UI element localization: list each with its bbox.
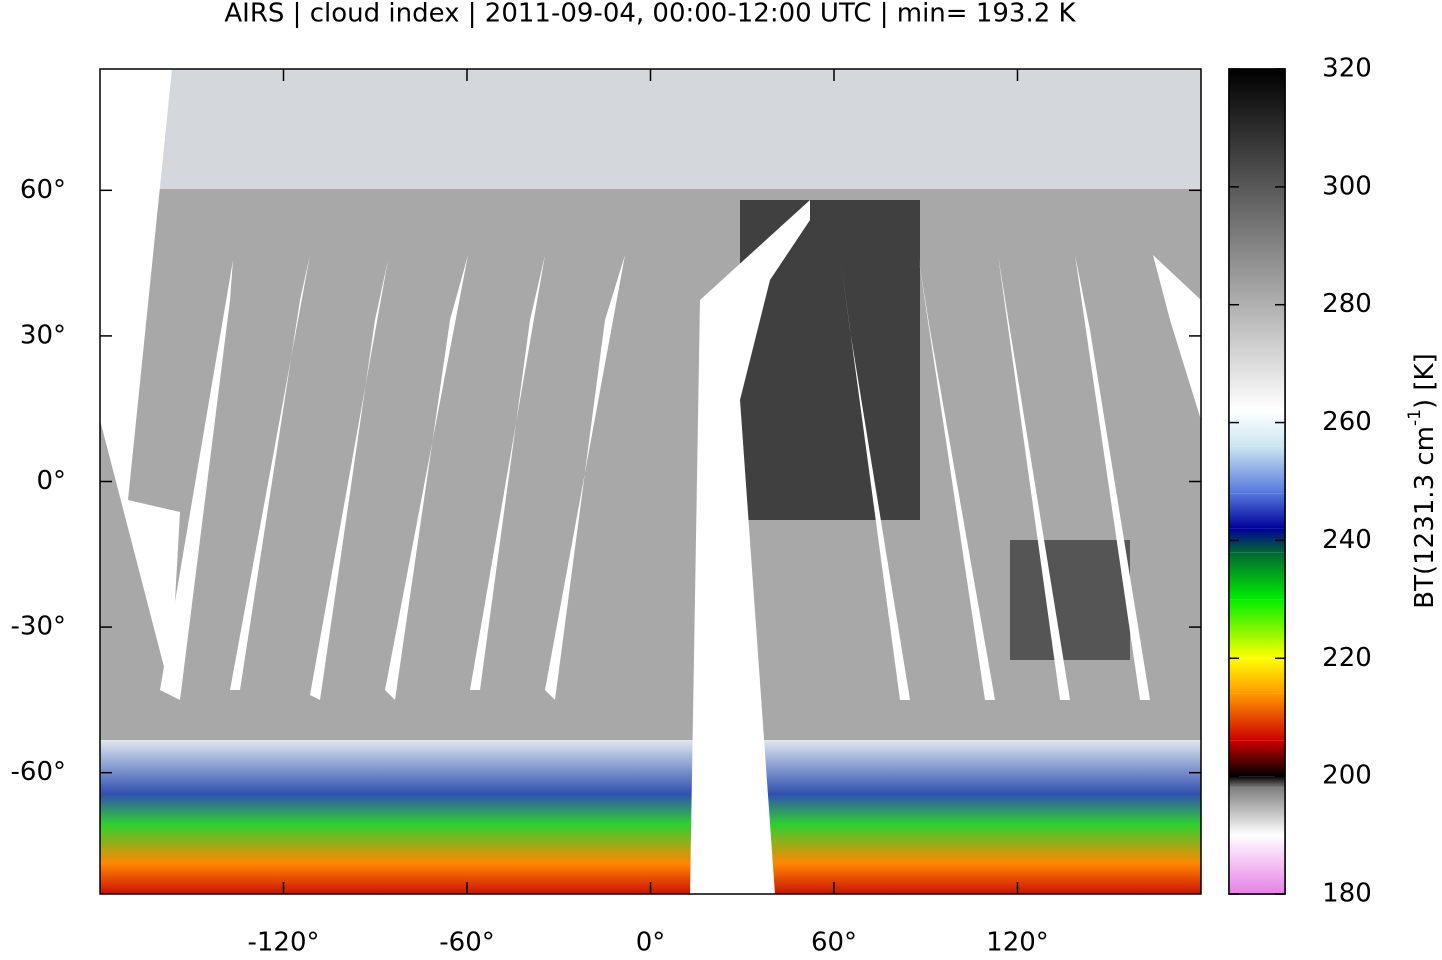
- colorbar-segment: [1229, 446, 1285, 494]
- colorbar-segment: [1229, 740, 1285, 777]
- y-tick-label: -60°: [11, 757, 66, 787]
- colorbar-tick-label: 300: [1322, 171, 1372, 201]
- y-tick-label: 0°: [36, 466, 66, 496]
- y-tick-label: 60°: [20, 175, 66, 205]
- label-superscript: -1: [1405, 409, 1425, 426]
- colorbar-label: BT(1231.3 cm-1) [K]: [1405, 353, 1440, 608]
- colorbar-tick-label: 280: [1322, 289, 1372, 319]
- x-tick-label: -120°: [247, 928, 319, 957]
- x-tick-label: -60°: [439, 928, 494, 957]
- colorbar-segment: [1229, 528, 1285, 553]
- colorbar-segment: [1229, 410, 1285, 447]
- colorbar-outline: [1228, 68, 1286, 895]
- colorbar-tick-label: 180: [1322, 879, 1372, 909]
- colorbar-segment: [1229, 787, 1285, 836]
- label-part: ) [K]: [1410, 353, 1440, 409]
- y-tick-label: -30°: [11, 612, 66, 642]
- chart-title: AIRS | cloud index | 2011-09-04, 00:00-1…: [224, 0, 1076, 29]
- colorbar-tick-label: 200: [1322, 761, 1372, 791]
- colorbar-segment: [1229, 776, 1285, 788]
- colorbar-segment: [1229, 599, 1285, 659]
- colorbar-segment: [1229, 493, 1285, 529]
- label-part: BT(1231.3 cm: [1410, 426, 1440, 609]
- colorbar-segment: [1229, 552, 1285, 600]
- colorbar-segment: [1229, 693, 1285, 741]
- colorbar-tick-label: 260: [1322, 407, 1372, 437]
- x-tick-label: 0°: [636, 928, 666, 957]
- colorbar-segment: [1229, 658, 1285, 694]
- x-tick-label: 120°: [986, 928, 1049, 957]
- satellite-image: [100, 69, 1201, 894]
- colorbar-segment: [1229, 69, 1285, 411]
- colorbar-tick-label: 220: [1322, 643, 1372, 673]
- colorbar-tick-label: 240: [1322, 525, 1372, 555]
- colorbar-segment: [1229, 835, 1285, 894]
- x-tick-label: 60°: [811, 928, 857, 957]
- y-tick-label: 30°: [20, 320, 66, 350]
- colorbar-tick-label: 320: [1322, 54, 1372, 84]
